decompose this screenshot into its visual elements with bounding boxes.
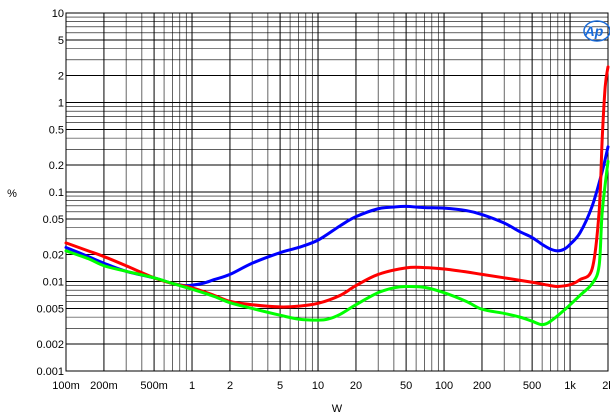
x-tick-label: 500	[523, 380, 541, 392]
plot-frame	[65, 12, 609, 372]
y-tick-label: 0.002	[36, 339, 64, 351]
y-tick-label: 0.005	[36, 303, 64, 315]
x-tick-label: 100	[435, 380, 453, 392]
x-tick-label: 500m	[140, 380, 168, 392]
y-tick-label: 0.2	[49, 160, 64, 172]
x-tick-label: 10	[312, 380, 324, 392]
series-line-1	[64, 145, 610, 288]
x-tick-label: 200	[473, 380, 491, 392]
y-tick-label: 0.5	[49, 124, 64, 136]
x-tick-label: 1	[189, 380, 195, 392]
ap-logo: Ap	[583, 20, 610, 42]
y-tick-label: 0.001	[36, 366, 64, 378]
y-tick-labels: 10 5 2 1 0.5 0.2 0.1 0.05 0.02 0.01 0.005 0.002 0.00…	[36, 8, 64, 378]
x-tick-label: 20	[350, 380, 362, 392]
y-tick-label: 5	[58, 35, 64, 47]
x-tick-label: 5	[277, 380, 283, 392]
x-tick-label: 50	[400, 380, 412, 392]
y-tick-label: 1	[58, 98, 64, 110]
x-tick-label: 100m	[52, 380, 80, 392]
y-tick-label: 0.05	[43, 214, 64, 226]
y-axis-label: %	[7, 188, 17, 200]
y-tick-label: 0.02	[43, 250, 64, 262]
ap-logo-ring	[583, 20, 610, 42]
x-tick-labels: 100m 200m 500m 1 2 5 10 20 50 100 200 500 1k 2k	[52, 380, 610, 392]
y-tick-label: 0.01	[43, 277, 64, 289]
x-axis-label: W	[332, 403, 343, 415]
x-tick-label: 2	[227, 380, 233, 392]
y-tick-label: 0.1	[49, 187, 64, 199]
ap-logo-text: Ap	[584, 23, 604, 39]
x-tick-label: 1k	[564, 380, 576, 392]
y-tick-label: 2	[58, 71, 64, 83]
series-line-3	[64, 159, 610, 327]
x-tick-label: 2k	[602, 380, 610, 392]
y-tick-label: 10	[52, 8, 64, 20]
series-layer	[64, 65, 610, 327]
x-tick-label: 200m	[90, 380, 118, 392]
